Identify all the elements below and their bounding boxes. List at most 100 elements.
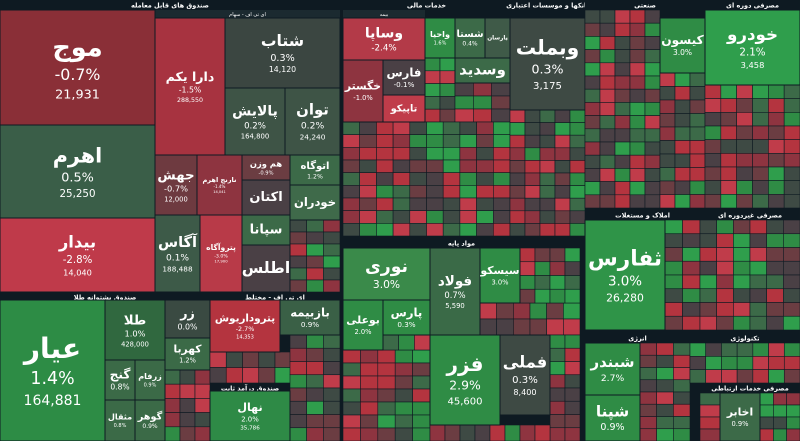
minor-tile xyxy=(554,109,571,123)
minor-tile xyxy=(629,194,646,209)
minor-tile xyxy=(442,159,461,173)
minor-tile xyxy=(426,147,444,161)
minor-tile xyxy=(721,356,738,370)
tile-box xyxy=(241,244,291,293)
minor-tile xyxy=(766,302,784,317)
minor-tile xyxy=(768,356,785,370)
tile-name: خودرو xyxy=(726,24,778,45)
minor-tile xyxy=(752,84,769,99)
minor-tile xyxy=(689,356,707,370)
minor-tile xyxy=(768,112,785,127)
sector-header xyxy=(705,0,800,10)
minor-tile xyxy=(306,279,324,293)
minor-tile xyxy=(689,194,706,209)
minor-tile xyxy=(194,369,211,385)
tile-box xyxy=(719,392,761,441)
minor-tile xyxy=(569,223,586,237)
minor-tile xyxy=(629,36,646,50)
minor-tile xyxy=(704,112,722,127)
minor-tile xyxy=(342,401,361,416)
minor-tile xyxy=(474,424,491,441)
minor-tile xyxy=(682,219,701,235)
tile-name: خودران xyxy=(294,195,336,210)
tile-box xyxy=(224,17,341,89)
tile-change: 0.2% xyxy=(244,121,266,131)
minor-tile xyxy=(479,318,497,336)
minor-tile xyxy=(664,288,683,303)
minor-tile xyxy=(342,159,361,173)
minor-tile xyxy=(629,181,646,196)
minor-tile xyxy=(306,427,324,441)
minor-tile xyxy=(554,210,571,224)
minor-tile xyxy=(644,141,661,156)
minor-tile xyxy=(736,84,753,99)
minor-tile xyxy=(783,139,800,154)
minor-tile xyxy=(716,315,734,331)
sector-subtitle: بیمه xyxy=(380,12,388,18)
minor-tile xyxy=(656,354,674,368)
minor-tile xyxy=(492,172,511,186)
minor-tile xyxy=(614,154,631,169)
tile-name: بوعلی xyxy=(346,314,380,327)
minor-tile xyxy=(429,424,446,441)
minor-tile xyxy=(414,334,431,351)
tile-name: پارس xyxy=(391,305,423,320)
minor-tile xyxy=(164,412,181,428)
minor-tile xyxy=(783,369,800,384)
minor-tile xyxy=(689,72,706,87)
minor-tile xyxy=(569,134,586,149)
tile: زر 0.0% xyxy=(164,299,211,339)
minor-tile xyxy=(323,387,341,402)
minor-tile xyxy=(614,168,631,182)
minor-tile xyxy=(549,275,566,290)
minor-tile xyxy=(392,147,411,161)
minor-tile xyxy=(736,194,753,209)
tile-box xyxy=(164,337,211,371)
minor-tile xyxy=(664,233,683,248)
minor-tile xyxy=(412,388,431,403)
tile-change: 0.9% xyxy=(142,423,158,430)
minor-tile xyxy=(736,153,753,168)
minor-tile xyxy=(768,139,785,154)
minor-tile xyxy=(644,9,661,24)
minor-tile xyxy=(599,194,616,209)
minor-tile xyxy=(509,197,526,212)
minor-tile xyxy=(689,369,707,384)
minor-tile xyxy=(492,134,511,148)
minor-tile xyxy=(689,113,706,128)
minor-tile xyxy=(673,403,691,417)
minor-tile xyxy=(674,153,691,168)
sector-title: مصرفی خدمات ارتباطی xyxy=(711,385,788,393)
minor-tile xyxy=(524,109,541,123)
tile-name: خگستر xyxy=(344,80,381,93)
minor-tile xyxy=(644,75,661,90)
tile: آگاس 0.1%188,488 xyxy=(154,214,201,293)
minor-tile xyxy=(473,95,492,110)
minor-tile xyxy=(306,361,324,376)
tile-box xyxy=(0,124,156,219)
minor-tile xyxy=(629,141,646,156)
tile-change: 1.2% xyxy=(179,357,196,365)
minor-tile xyxy=(699,416,721,430)
sector-title: ای تی اف - مختلط xyxy=(245,294,305,302)
minor-tile xyxy=(629,168,646,182)
minor-tile xyxy=(409,147,427,161)
minor-tile xyxy=(342,172,361,186)
minor-tile xyxy=(699,260,717,276)
sector-header xyxy=(0,292,210,302)
minor-tile xyxy=(699,315,717,331)
minor-tile xyxy=(492,147,511,161)
minor-tile xyxy=(439,96,456,110)
tile-change: 0.1% xyxy=(166,253,189,263)
tile-box xyxy=(499,334,551,416)
minor-tile xyxy=(664,302,683,317)
tile-name: پالایش xyxy=(232,103,278,119)
minor-tile xyxy=(306,387,324,402)
minor-tile xyxy=(689,153,706,168)
minor-tile xyxy=(705,356,722,370)
minor-tile xyxy=(644,194,661,209)
minor-tile xyxy=(664,247,683,262)
tile-volume: 5,590 xyxy=(445,302,464,310)
minor-tile xyxy=(644,88,661,103)
minor-tile xyxy=(720,125,737,140)
